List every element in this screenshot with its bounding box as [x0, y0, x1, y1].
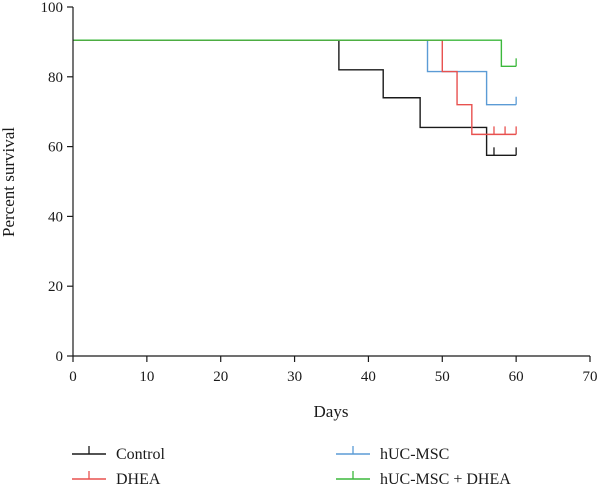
y-tick-label: 0 [56, 349, 64, 365]
x-tick-label: 50 [435, 369, 450, 385]
series-huc-msc-dhea [73, 39, 517, 68]
x-tick-label: 0 [69, 369, 77, 385]
legend-label: hUC-MSC + DHEA [380, 471, 511, 486]
y-tick-label: 40 [48, 209, 63, 225]
x-tick-label: 30 [287, 369, 302, 385]
x-tick-label: 10 [139, 369, 154, 385]
survival-curve [73, 39, 517, 157]
series-layer [73, 39, 517, 157]
x-tick-label: 70 [583, 369, 598, 385]
legend-item: DHEA [72, 471, 161, 486]
y-tick-label: 20 [48, 279, 63, 295]
x-tick-label: 20 [213, 369, 228, 385]
survival-curve [73, 39, 517, 136]
x-ticks: 0 10 20 30 40 50 60 70 [69, 356, 598, 385]
series-huc-msc [73, 39, 517, 106]
x-axis-label: Days [314, 402, 349, 421]
legend-item: Control [72, 446, 165, 463]
legend-label: DHEA [116, 471, 161, 486]
legend-label: Control [116, 446, 165, 463]
y-axis-label: Percent survival [0, 127, 18, 237]
legend-item: hUC-MSC + DHEA [336, 471, 511, 486]
legend-item: hUC-MSC [336, 446, 449, 463]
y-tick-label: 100 [41, 0, 64, 16]
x-tick-label: 60 [509, 369, 524, 385]
axes-layer [72, 7, 590, 357]
series-dhea [73, 39, 517, 136]
legend-label: hUC-MSC [380, 446, 449, 463]
survival-curve [73, 39, 517, 106]
survival-curve [73, 39, 517, 68]
legend: Control hUC-MSC DHEA hUC-MSC + DHEA [72, 446, 511, 486]
y-tick-label: 80 [48, 70, 63, 86]
x-tick-label: 40 [361, 369, 376, 385]
y-tick-label: 60 [48, 140, 63, 156]
series-control [73, 39, 517, 157]
y-ticks: 0 20 40 60 80 100 [41, 0, 73, 365]
